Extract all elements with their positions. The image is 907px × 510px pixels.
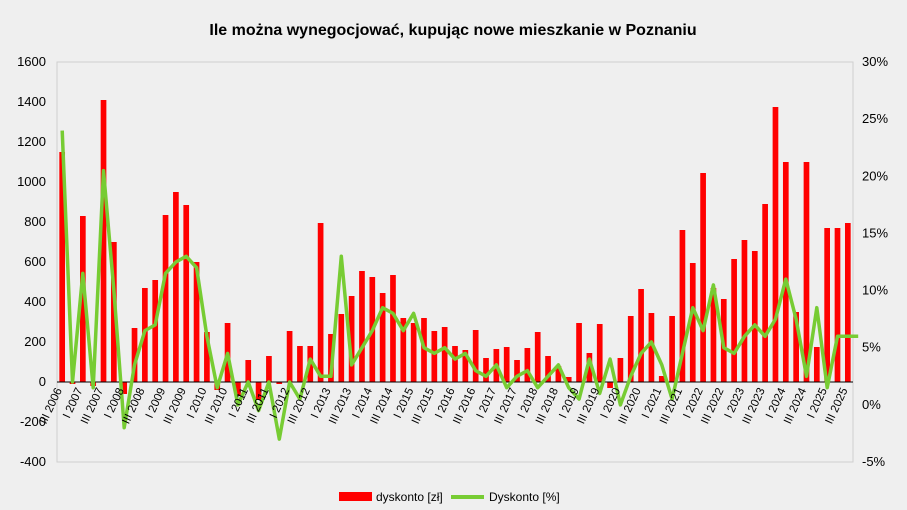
bar [834,228,841,382]
bar [390,275,396,382]
legend-label-bar: dyskonto [zł] [376,490,443,504]
left-tick-label: 0 [39,374,46,389]
bar [679,230,686,382]
bar [803,162,810,382]
bar [183,205,190,382]
bar [472,330,479,382]
bar [152,280,159,382]
bar [669,316,675,382]
bar [534,332,541,382]
bar [503,347,510,382]
bar [483,358,489,382]
bar [441,327,448,382]
bar [689,263,696,382]
bar [317,223,324,382]
left-tick-label: -200 [20,414,46,429]
bar [348,296,355,382]
left-axis: -400 -200 0 200 400 600 800 1000 1200 1400 1600 [17,54,46,469]
bar [421,318,427,382]
bar [731,259,737,382]
bar [844,223,851,382]
left-tick-label: 400 [24,294,46,309]
bar [617,358,624,382]
bar [400,318,407,382]
legend-swatch-bar [339,492,372,501]
bar [59,152,66,382]
right-tick-label: 15% [862,225,888,240]
bar [524,348,531,382]
left-tick-label: 200 [24,334,46,349]
bar [751,251,758,382]
bar [772,107,779,382]
right-tick-label: 10% [862,283,888,298]
bar [379,293,386,382]
right-tick-label: 5% [862,340,881,355]
bar [80,216,86,382]
right-tick-label: 30% [862,54,888,69]
bar [204,332,210,382]
chart-title: Ile można wynegocjować, kupując nowe mie… [209,22,696,39]
series-line [60,130,859,441]
bar [255,382,262,400]
bar [276,382,283,384]
bar [607,382,613,388]
bar [121,382,128,394]
bar [710,288,717,382]
right-tick-label: -5% [862,454,886,469]
bar [514,360,520,382]
left-tick-label: 1000 [17,174,46,189]
left-tick-label: 800 [24,214,46,229]
right-tick-label: 0% [862,397,881,412]
left-tick-label: 600 [24,254,46,269]
bar [762,204,768,382]
right-axis: -5% 0% 5% 10% 15% 20% 25% 30% [862,54,888,469]
bar [627,316,634,382]
bar [555,366,562,382]
bar [131,328,138,382]
line-series [60,130,859,441]
bar [648,313,655,382]
bar [462,350,469,382]
bar [793,312,799,382]
legend: dyskonto [zł] Dyskonto [%] [339,490,560,504]
bar [658,376,665,382]
bar [286,331,293,382]
right-tick-label: 25% [862,111,888,126]
bar-series [59,100,851,400]
bar [193,262,200,382]
bar [359,271,365,382]
bar [741,240,748,382]
bar [452,346,458,382]
legend-label-line: Dyskonto [%] [489,490,560,504]
bar [596,324,603,382]
right-tick-label: 20% [862,168,888,183]
bar [100,100,107,382]
left-tick-label: 1200 [17,134,46,149]
bar [162,215,169,382]
bar [782,162,789,382]
bar [700,173,706,382]
bar [638,289,644,382]
bar [813,347,820,382]
bar [576,323,582,382]
bar [235,382,241,396]
bar [297,346,303,382]
left-tick-label: -400 [20,454,46,469]
bar [173,192,179,382]
bar [266,356,272,382]
bar [586,353,593,382]
bar [245,360,252,382]
bar [824,228,830,382]
left-tick-label: 1600 [17,54,46,69]
bar [431,331,438,382]
bar [545,356,551,382]
bar [565,377,572,382]
bar [410,323,417,382]
bar [338,314,345,382]
left-tick-label: 1400 [17,94,46,109]
